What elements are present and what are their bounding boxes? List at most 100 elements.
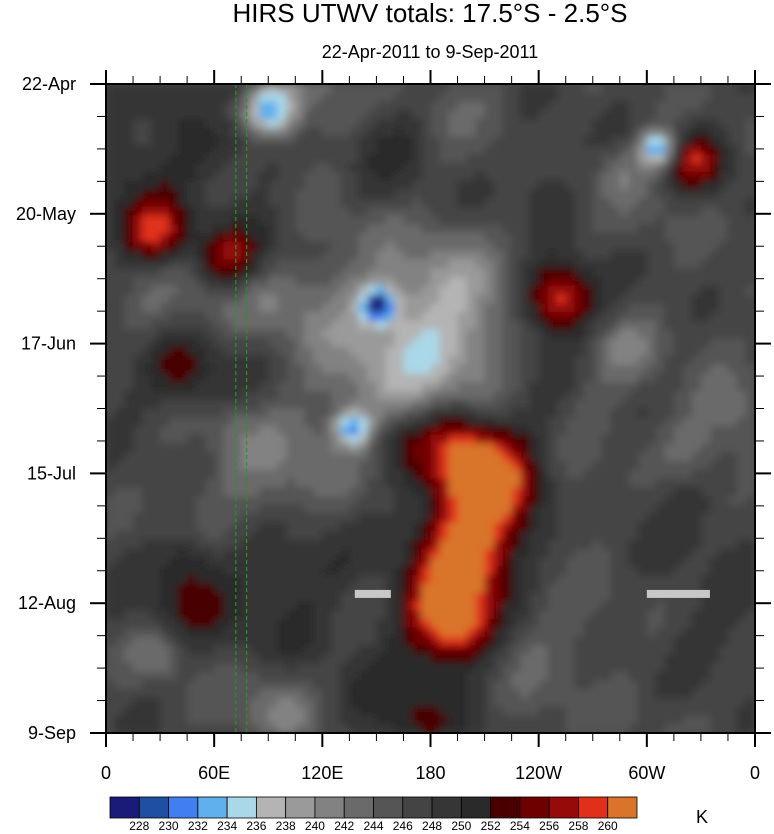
field-cell [745, 583, 755, 594]
field-cell [691, 522, 702, 532]
field-cell [655, 285, 666, 296]
field-cell [331, 618, 341, 629]
field-cell [673, 110, 684, 120]
field-cell [601, 654, 612, 664]
field-cell [232, 540, 242, 550]
field-cell [214, 469, 224, 480]
field-cell [511, 154, 522, 164]
field-cell [565, 285, 576, 296]
field-cell [556, 268, 567, 278]
field-cell [412, 390, 423, 401]
field-cell [403, 636, 414, 646]
field-cell [205, 233, 215, 243]
field-cell [610, 399, 621, 410]
field-cell [277, 171, 287, 182]
field-cell [637, 452, 648, 462]
field-cell [646, 92, 657, 103]
field-cell [232, 399, 242, 410]
field-cell [160, 426, 170, 436]
field-cell [304, 206, 314, 217]
field-cell [745, 540, 755, 550]
field-cell [709, 417, 720, 427]
field-cell [259, 478, 269, 489]
field-cell [394, 180, 405, 190]
field-cell [205, 557, 215, 567]
field-cell [385, 198, 396, 208]
field-cell [691, 618, 702, 629]
field-cell [160, 154, 170, 164]
field-cell [250, 303, 260, 313]
field-cell [286, 382, 296, 392]
field-cell [160, 233, 170, 243]
field-cell [466, 522, 477, 532]
field-cell [250, 504, 260, 515]
field-cell [511, 627, 522, 638]
field-cell [610, 294, 621, 304]
field-cell [187, 487, 197, 497]
field-cell [538, 618, 549, 629]
field-cell [646, 662, 657, 673]
field-cell [574, 320, 585, 331]
field-cell [133, 452, 143, 462]
field-cell [313, 548, 323, 559]
field-cell [403, 540, 414, 550]
field-cell [313, 496, 323, 506]
field-cell [709, 224, 720, 234]
field-cell [403, 671, 414, 681]
field-cell [304, 522, 314, 532]
field-cell [583, 110, 594, 120]
field-cell [376, 417, 387, 427]
field-cell [673, 443, 684, 453]
field-cell [133, 478, 143, 489]
field-cell [421, 504, 432, 515]
field-cell [421, 373, 432, 383]
field-cell [574, 417, 585, 427]
field-cell [232, 162, 242, 173]
field-cell [133, 390, 143, 401]
field-cell [700, 101, 711, 111]
field-cell [574, 110, 585, 120]
field-cell [340, 627, 350, 638]
field-cell [646, 610, 657, 620]
field-cell [700, 469, 711, 480]
field-cell [106, 250, 116, 261]
field-cell [619, 320, 630, 331]
field-cell [493, 566, 504, 576]
field-cell [475, 268, 486, 278]
field-cell [205, 390, 215, 401]
field-cell [106, 355, 116, 366]
field-cell [358, 504, 369, 515]
field-cell [484, 566, 495, 576]
field-cell [115, 145, 125, 155]
field-cell [457, 312, 468, 322]
field-cell [259, 662, 269, 673]
field-cell [124, 145, 134, 155]
field-cell [745, 382, 755, 392]
field-cell [673, 417, 684, 427]
field-cell [151, 689, 161, 699]
field-cell [421, 320, 432, 331]
field-cell [655, 557, 666, 567]
field-cell [205, 540, 215, 550]
field-cell [295, 320, 305, 331]
field-cell [466, 671, 477, 681]
field-cell [592, 136, 603, 146]
field-cell [178, 645, 188, 655]
field-cell [178, 101, 188, 111]
field-cell [610, 662, 621, 673]
field-cell [169, 294, 179, 304]
field-cell [529, 557, 540, 567]
field-cell [151, 610, 161, 620]
field-cell [700, 198, 711, 208]
field-cell [304, 504, 314, 515]
field-cell [565, 136, 576, 146]
field-cell [133, 127, 143, 138]
field-cell [610, 320, 621, 331]
field-cell [664, 426, 675, 436]
field-cell [637, 566, 648, 576]
field-cell [349, 101, 359, 111]
field-cell [691, 373, 702, 383]
field-cell [745, 320, 755, 331]
field-cell [385, 241, 396, 252]
field-cell [664, 84, 675, 94]
